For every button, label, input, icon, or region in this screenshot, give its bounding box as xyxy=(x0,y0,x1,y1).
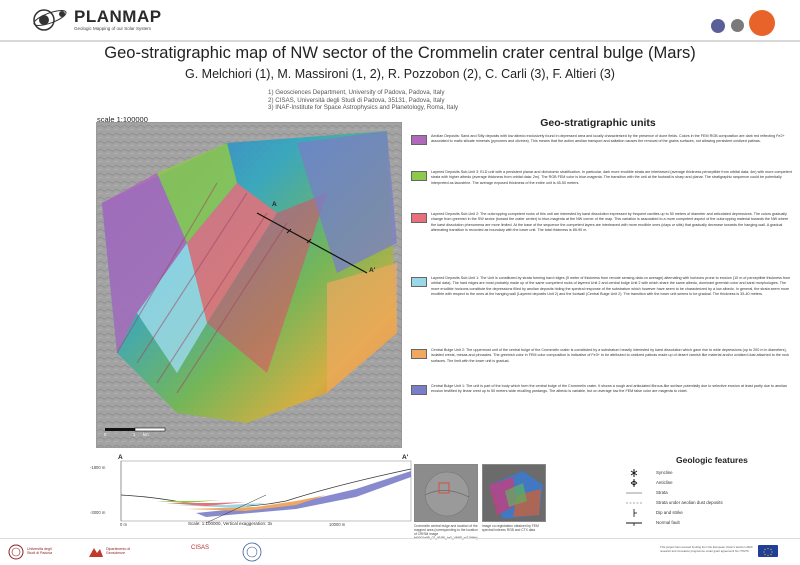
unipd-name: Università degli Studi di Padova xyxy=(27,547,53,556)
logo-subtitle: Geologic Mapping of our Solar System xyxy=(74,26,152,31)
legend-syncline-label: Syncline xyxy=(656,470,673,475)
unit-color-swatch xyxy=(411,213,427,223)
profile-y-top: -1800 m xyxy=(90,465,106,470)
unit-color-swatch xyxy=(411,135,427,145)
geosciences-logo-icon xyxy=(89,548,103,557)
map-scalebar-unit: km xyxy=(143,432,149,437)
legend-strata-dust: Strata under aeolian dust deposits xyxy=(626,499,796,507)
planmap-emblem-icon xyxy=(33,9,67,31)
eu-flag-icon xyxy=(758,545,778,557)
footer-divider xyxy=(0,538,800,539)
legend-syncline: Syncline xyxy=(626,469,796,477)
logo-text: PLANMAP xyxy=(74,7,162,26)
strata-line-icon xyxy=(626,492,642,494)
unit-description: Central Bulge Unit 2: The uppermost unit… xyxy=(431,348,789,363)
map-label-a: A xyxy=(272,201,277,208)
normal-fault-icon xyxy=(626,522,642,526)
planmap-logo: PLANMAP Geologic Mapping of our Solar Sy… xyxy=(30,6,162,36)
affiliation-1: 1) Geosciences Department, University of… xyxy=(268,89,445,96)
coregistration-image-caption: Image co-registration obtained by FEM sp… xyxy=(482,524,539,532)
legend-strata-label: Strata xyxy=(656,490,668,495)
poster-title: Geo-stratigraphic map of NW sector of th… xyxy=(104,44,696,62)
unit-description: Layered Deposits Sub-Unit 2: The outcrop… xyxy=(431,212,789,233)
dot-blue xyxy=(711,19,725,33)
unit-description: Layered Deposits Sub-Unit 1: The Unit is… xyxy=(431,276,791,297)
profile-label-a-prime: A' xyxy=(402,454,409,461)
eu-funding-note: This project has received funding from t… xyxy=(660,545,753,553)
legend-normal-fault: Normal fault xyxy=(626,519,796,527)
legend-dip-strike: Dip and strike xyxy=(626,509,796,517)
unit-color-swatch xyxy=(411,277,427,287)
unit-description: Layered Deposits Sub-Unit 3: ELD unit wi… xyxy=(431,170,792,185)
legend-normal-fault-label: Normal fault xyxy=(656,520,680,525)
unit-color-swatch xyxy=(411,171,427,181)
geologic-map-image xyxy=(97,123,401,447)
header-divider xyxy=(0,40,800,42)
cisas-logo: CISAS xyxy=(191,545,210,551)
dot-gray xyxy=(731,19,744,32)
cross-section-svg xyxy=(120,460,412,524)
strata-dashed-icon xyxy=(626,502,642,504)
map-scalebar-zero: 0 xyxy=(104,432,107,437)
unipd-seal-icon xyxy=(8,544,24,560)
dot-orange xyxy=(749,10,775,36)
unit-description: Central Bulge Unit 1: The unit is part o… xyxy=(431,384,787,394)
unit-color-swatch xyxy=(411,349,427,359)
legend-dip-strike-label: Dip and strike xyxy=(656,510,683,515)
inaf-seal-icon xyxy=(242,542,262,562)
affiliations: 1) Geosciences Department, University of… xyxy=(268,89,458,112)
profile-label-a: A xyxy=(118,454,123,461)
geosciences-dept: Dipartimento di Geoscienze xyxy=(106,547,131,556)
coregistration-image xyxy=(482,464,546,522)
profile-x-end: 10000 m xyxy=(329,522,346,527)
footer: Università degli Studi di Padova Diparti… xyxy=(0,540,800,565)
poster-authors: G. Melchiori (1), M. Massironi (1, 2), R… xyxy=(185,67,615,81)
unit-description: Aeolian Deposits: Sand and Silty deposit… xyxy=(431,134,785,144)
cross-section-profile: A A' -1800 m -3000 m 0 m 10000 m xyxy=(90,454,414,533)
dip-strike-icon xyxy=(633,509,637,517)
profile-y-bottom: -3000 m xyxy=(90,510,106,515)
legend-strata-dust-label: Strata under aeolian dust deposits xyxy=(656,500,723,505)
profile-x-start: 0 m xyxy=(120,522,127,527)
header: PLANMAP Geologic Mapping of our Solar Sy… xyxy=(0,0,800,40)
legend-anticline: Anticline xyxy=(626,479,796,487)
map-scalebar-one: 1 xyxy=(133,432,136,437)
context-image xyxy=(414,464,478,522)
affiliation-2: 2) CISAS, Università degli Studi di Pado… xyxy=(268,96,445,104)
geologic-features-title: Geologic features xyxy=(676,455,748,465)
map-scale-label: scale 1:100000 xyxy=(97,115,148,124)
units-title: Geo-stratigraphic units xyxy=(540,117,656,129)
syncline-icon xyxy=(630,469,638,477)
affiliation-3: 3) INAF-Institute for Space Astrophysics… xyxy=(268,104,459,111)
profile-scale-text: Scale: 1:100000, Vertical exaggeration: … xyxy=(188,521,273,526)
geologic-map: A A' 0 1 km xyxy=(96,122,402,448)
unit-color-swatch xyxy=(411,385,427,395)
legend-anticline-label: Anticline xyxy=(656,480,673,485)
header-dots xyxy=(711,10,775,36)
anticline-icon xyxy=(630,479,638,487)
map-label-a-prime: A' xyxy=(369,267,376,274)
legend-strata: Strata xyxy=(626,489,796,497)
